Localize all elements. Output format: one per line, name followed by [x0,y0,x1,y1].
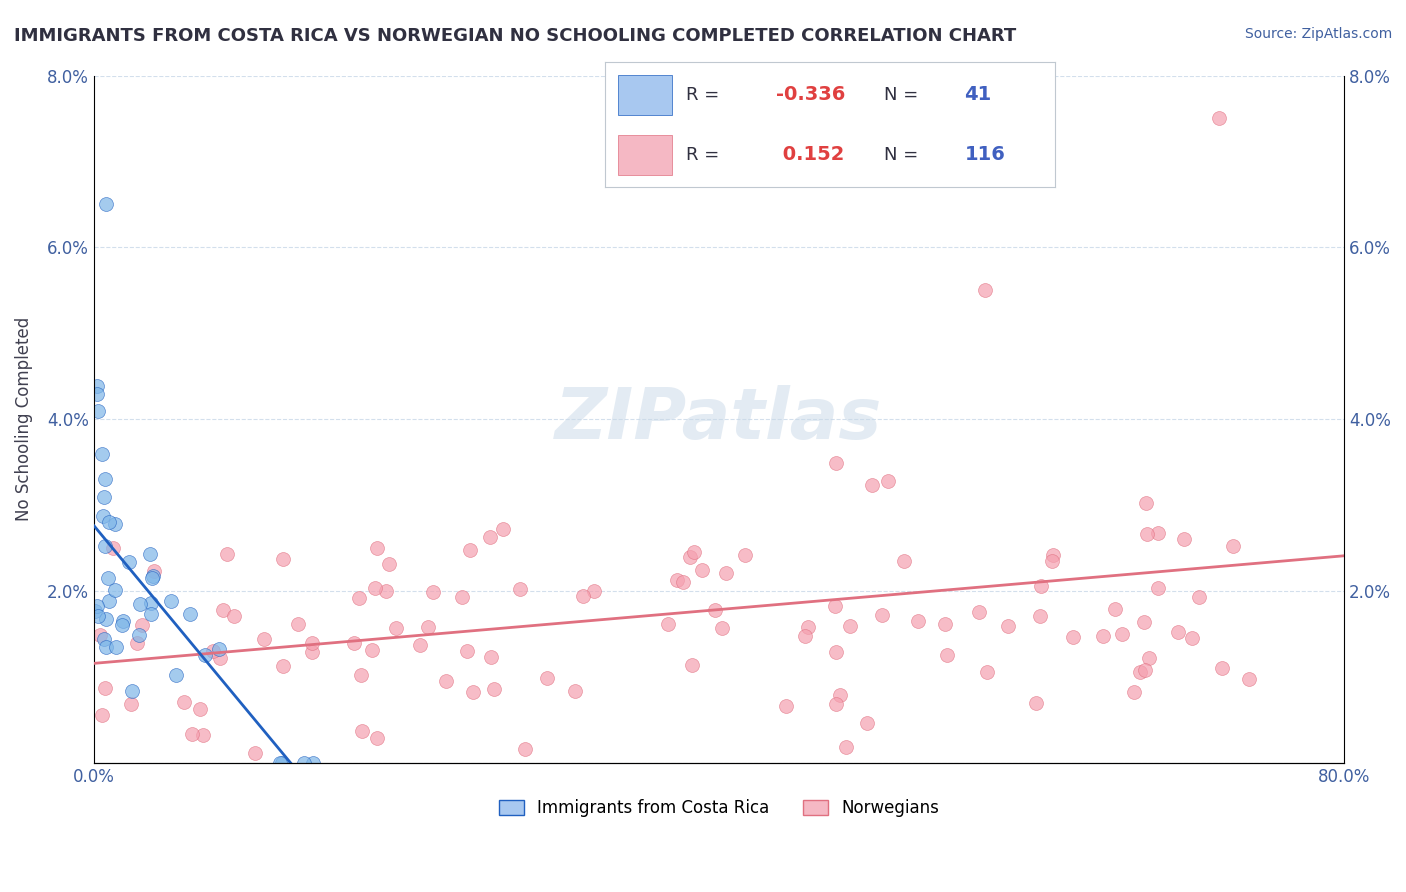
Bar [619,135,672,175]
Legend: Immigrants from Costa Rica, Norwegians: Immigrants from Costa Rica, Norwegians [492,792,946,823]
Y-axis label: No Schooling Completed: No Schooling Completed [15,318,32,522]
Text: -0.336: -0.336 [776,86,845,104]
Text: 0.152: 0.152 [776,145,844,164]
Text: Source: ZipAtlas.com: Source: ZipAtlas.com [1244,27,1392,41]
Text: N =: N = [883,146,924,164]
Text: IMMIGRANTS FROM COSTA RICA VS NORWEGIAN NO SCHOOLING COMPLETED CORRELATION CHART: IMMIGRANTS FROM COSTA RICA VS NORWEGIAN … [14,27,1017,45]
Bar [619,75,672,115]
Text: 41: 41 [965,86,991,104]
Text: 116: 116 [965,145,1005,164]
Text: R =: R = [686,86,724,103]
Text: ZIPatlas: ZIPatlas [555,384,883,454]
Text: N =: N = [883,86,924,103]
Text: R =: R = [686,146,724,164]
